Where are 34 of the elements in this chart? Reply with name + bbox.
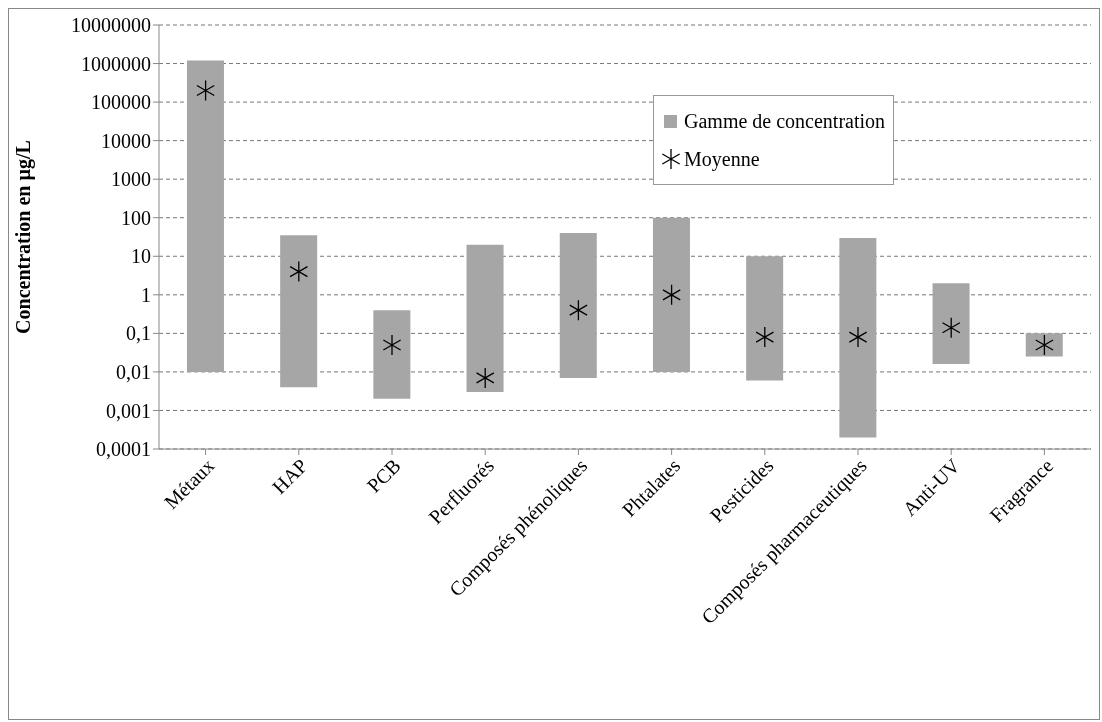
point	[569, 299, 588, 321]
bar	[1025, 333, 1063, 357]
bar	[839, 237, 877, 438]
y-tick-label: 0,0001	[96, 438, 151, 461]
y-tick-label: 1000	[111, 168, 151, 191]
y-tick-label: 0,1	[126, 322, 151, 345]
y-axis-title: Concentration en µg/L	[12, 140, 36, 334]
y-tick-label: 10000	[101, 129, 151, 152]
point	[382, 334, 402, 356]
bar	[466, 244, 504, 393]
y-tick-label: 10	[131, 245, 151, 268]
point	[196, 79, 215, 102]
point	[848, 326, 868, 348]
bar	[559, 233, 597, 378]
legend-label: Gamme de concentration	[684, 109, 886, 133]
bar	[186, 60, 224, 372]
point	[662, 284, 681, 306]
y-tick-label: 1	[141, 283, 151, 306]
bar	[373, 310, 411, 399]
legend-label: Moyenne	[684, 147, 760, 171]
y-tick-label: 0,01	[116, 361, 151, 384]
point	[755, 326, 775, 348]
y-tick-label: 100	[121, 206, 151, 229]
y-tick-label: 0,001	[106, 399, 151, 422]
y-tick-label: 1000000	[81, 52, 151, 75]
bar	[280, 235, 318, 388]
bar	[652, 217, 690, 372]
x-tick-label: PCB	[362, 454, 405, 497]
bar	[932, 283, 970, 365]
point	[289, 260, 309, 283]
y-tick-label: 10000000	[71, 14, 151, 37]
y-tick-label: 100000	[91, 91, 151, 114]
point	[475, 367, 495, 389]
bar	[746, 256, 784, 381]
